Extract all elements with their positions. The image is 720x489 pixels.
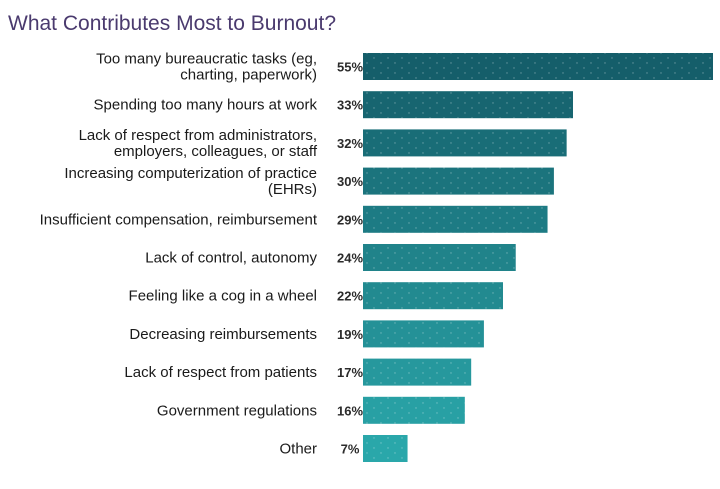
category-label: Decreasing reimbursements <box>129 326 317 343</box>
value-label: 19% <box>337 327 363 342</box>
category-label: Too many bureaucratic tasks (eg, charting… <box>96 51 317 84</box>
bar-texture <box>363 205 548 233</box>
category-label-line: charting, paperwork) <box>180 67 317 84</box>
bar-texture <box>363 396 465 424</box>
value-label: 7% <box>341 442 360 457</box>
category-label: Lack of control, autonomy <box>145 250 317 267</box>
bar-texture <box>363 129 567 157</box>
category-label-line: Spending too many hours at work <box>94 97 318 114</box>
value-label: 16% <box>337 403 363 418</box>
bar-texture <box>363 358 472 386</box>
category-label: Lack of respect from patients <box>124 364 317 381</box>
category-label-line: Feeling like a cog in a wheel <box>129 288 317 305</box>
bar-texture <box>363 167 554 195</box>
value-label: 30% <box>337 174 363 189</box>
bar-texture <box>363 320 484 348</box>
chart-title: What Contributes Most to Burnout? <box>8 12 336 35</box>
bar-texture <box>363 282 503 310</box>
bar-texture <box>363 91 573 119</box>
category-label-line: (EHRs) <box>268 181 317 198</box>
category-label-line: Increasing computerization of practice <box>64 165 317 182</box>
category-label: Increasing computerization of practice (E… <box>64 165 317 198</box>
category-label: Lack of respect from administrators, empl… <box>79 127 318 160</box>
category-label: Feeling like a cog in a wheel <box>129 288 317 305</box>
category-label-line: Government regulations <box>157 402 317 419</box>
category-label-line: Other <box>279 441 317 458</box>
bar-texture <box>363 244 516 271</box>
category-label-line: Too many bureaucratic tasks (eg, <box>96 51 317 68</box>
bar-texture <box>363 53 713 80</box>
category-label: Insufficient compensation, reimbursement <box>40 211 318 228</box>
category-label: Spending too many hours at work <box>94 97 318 114</box>
value-label: 24% <box>337 251 363 266</box>
category-label: Other <box>279 441 317 458</box>
category-label: Government regulations <box>157 402 317 419</box>
value-label: 17% <box>337 365 363 380</box>
category-label-line: Lack of control, autonomy <box>145 250 317 267</box>
value-label: 55% <box>337 60 363 75</box>
category-label-line: Decreasing reimbursements <box>129 326 317 343</box>
category-label-line: employers, colleagues, or staff <box>114 143 318 160</box>
category-label-line: Insufficient compensation, reimbursement <box>40 211 318 228</box>
value-label: 22% <box>337 289 363 304</box>
value-label: 29% <box>337 212 363 227</box>
value-label: 33% <box>337 98 363 113</box>
bar-texture <box>363 435 408 462</box>
category-label-line: Lack of respect from administrators, <box>79 127 317 144</box>
bar-group: 55% Too many bureaucratic tasks (eg, chart… <box>40 51 713 462</box>
category-label-line: Lack of respect from patients <box>124 364 317 381</box>
value-label: 32% <box>337 136 363 151</box>
